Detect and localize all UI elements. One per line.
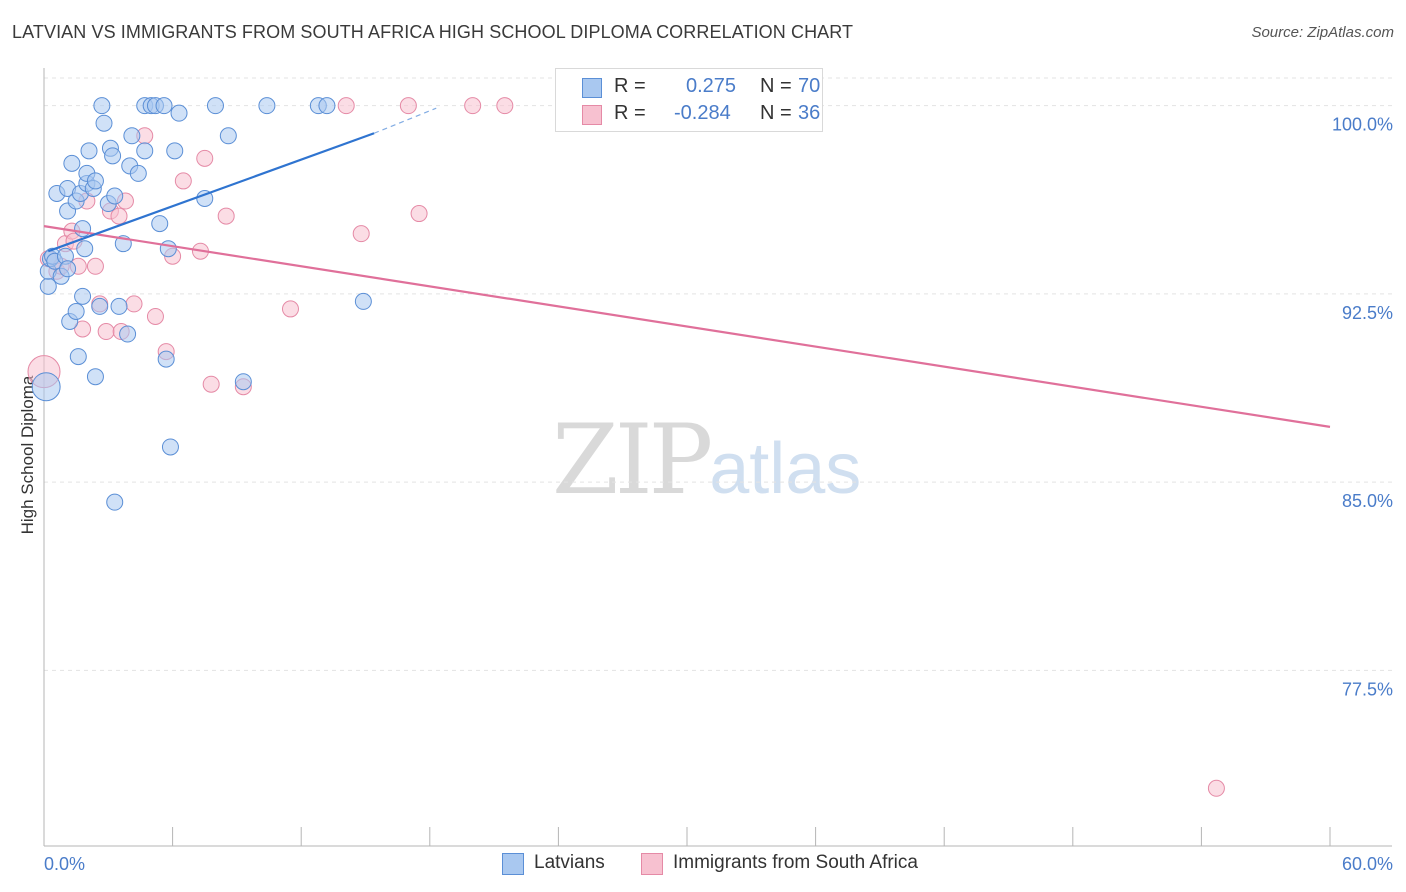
latvians-point bbox=[119, 325, 137, 343]
watermark-zip: ZIP bbox=[552, 404, 713, 516]
immigrants-point bbox=[146, 307, 164, 325]
latvians-point bbox=[63, 154, 81, 172]
bottom-legend-swatch-latvians bbox=[502, 853, 524, 875]
y-tick-label: 92.5% bbox=[1342, 303, 1393, 323]
latvians-point bbox=[106, 187, 124, 205]
immigrants-point bbox=[352, 225, 370, 243]
x-tick-label: 60.0% bbox=[1342, 854, 1393, 874]
latvians-point bbox=[123, 127, 141, 145]
immigrants-point bbox=[337, 97, 355, 115]
x-tick-label: 0.0% bbox=[44, 854, 85, 874]
latvians-point bbox=[219, 127, 237, 145]
latvians-trend-extension bbox=[373, 107, 437, 134]
latvians-point bbox=[106, 493, 124, 511]
latvians-point bbox=[136, 142, 154, 160]
latvians-point bbox=[95, 114, 113, 132]
latvians-point bbox=[110, 297, 128, 315]
latvians-point bbox=[318, 97, 336, 115]
source-label: Source: ZipAtlas.com bbox=[1251, 24, 1394, 41]
latvians-point bbox=[39, 277, 57, 295]
latvians-point bbox=[76, 240, 94, 258]
latvians-point bbox=[86, 368, 104, 386]
immigrants-trend-line bbox=[43, 225, 1331, 428]
latvians-point bbox=[86, 172, 104, 190]
latvians-point bbox=[80, 142, 98, 160]
latvians-point bbox=[69, 348, 87, 366]
latvians-point bbox=[157, 350, 175, 368]
legend-n-value: 36 bbox=[798, 102, 821, 124]
latvians-trend-line bbox=[47, 132, 375, 253]
immigrants-point bbox=[217, 207, 235, 225]
legend-swatch-immigrants bbox=[582, 105, 602, 125]
latvians-point bbox=[159, 240, 177, 258]
legend-swatch-latvians bbox=[582, 78, 602, 98]
latvians-point bbox=[93, 97, 111, 115]
latvians-point bbox=[104, 147, 122, 165]
bottom-legend-label: Immigrants from South Africa bbox=[673, 852, 918, 873]
immigrants-point bbox=[74, 320, 92, 338]
legend-n-label: N = bbox=[760, 75, 792, 97]
legend-n-label: N = bbox=[760, 102, 792, 124]
immigrants-point bbox=[125, 295, 143, 313]
latvians-point bbox=[161, 438, 179, 456]
bottom-legend-label: Latvians bbox=[534, 852, 605, 873]
legend-r-value: -0.284 bbox=[674, 102, 731, 124]
latvians-point bbox=[74, 220, 92, 238]
latvians-point bbox=[258, 97, 276, 115]
immigrants-point bbox=[174, 172, 192, 190]
latvians-point bbox=[151, 215, 169, 233]
latvians-point bbox=[74, 287, 92, 305]
latvians-point bbox=[129, 164, 147, 182]
latvians-point bbox=[166, 142, 184, 160]
latvians-point bbox=[59, 260, 77, 278]
immigrants-point bbox=[399, 97, 417, 115]
immigrants-point bbox=[202, 375, 220, 393]
immigrants-point bbox=[86, 257, 104, 275]
y-tick-label: 77.5% bbox=[1342, 679, 1393, 699]
chart-title: LATVIAN VS IMMIGRANTS FROM SOUTH AFRICA … bbox=[12, 22, 854, 42]
latvians-point bbox=[170, 104, 188, 122]
legend-n-value: 70 bbox=[798, 75, 821, 97]
immigrants-point bbox=[97, 323, 115, 341]
legend-r-value: 0.275 bbox=[686, 75, 737, 97]
y-tick-label: 100.0% bbox=[1332, 115, 1393, 135]
watermark-atlas: atlas bbox=[709, 429, 862, 509]
legend-r-label: R = bbox=[614, 102, 646, 124]
legend-r-label: R = bbox=[614, 75, 646, 97]
immigrants-point bbox=[410, 205, 428, 223]
immigrants-point bbox=[1207, 779, 1225, 797]
watermark: ZIPatlas bbox=[552, 404, 861, 516]
latvians-point bbox=[155, 97, 173, 115]
immigrants-point bbox=[196, 149, 214, 167]
latvians-point bbox=[67, 302, 85, 320]
correlation-legend: R = 0.275 N = 70 R = -0.284 N = 36 bbox=[555, 68, 823, 132]
immigrants-point bbox=[496, 97, 514, 115]
latvians-point bbox=[91, 297, 109, 315]
tick-labels: 100.0% 92.5% 85.0% 77.5% 0.0% 60.0% bbox=[44, 115, 1393, 874]
latvians-point bbox=[354, 292, 372, 310]
immigrants-point bbox=[281, 300, 299, 318]
immigrants-point bbox=[464, 97, 482, 115]
y-tick-label: 85.0% bbox=[1342, 491, 1393, 511]
axes bbox=[43, 68, 1392, 847]
latvians-point bbox=[234, 373, 252, 391]
bottom-legend-swatch-immigrants bbox=[641, 853, 663, 875]
latvians-point bbox=[31, 372, 61, 402]
trend-lines bbox=[43, 107, 1331, 428]
latvians-point bbox=[206, 97, 224, 115]
immigrants-point bbox=[110, 207, 128, 225]
